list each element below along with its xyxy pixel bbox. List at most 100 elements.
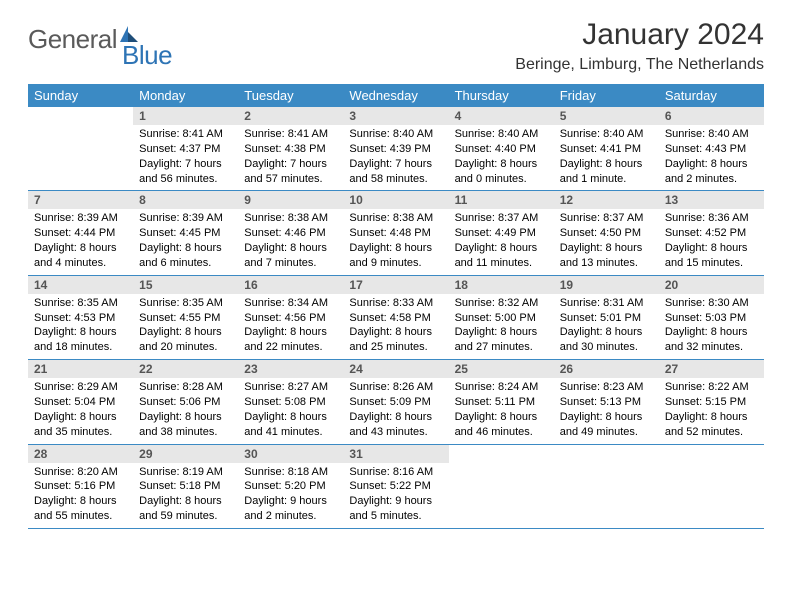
day-cell: 5Sunrise: 8:40 AMSunset: 4:41 PMDaylight… xyxy=(554,107,659,190)
sunset-text: Sunset: 5:20 PM xyxy=(244,479,337,494)
week-row: .1Sunrise: 8:41 AMSunset: 4:37 PMDayligh… xyxy=(28,107,764,191)
daylight-text: Daylight: 8 hours and 46 minutes. xyxy=(455,410,548,440)
day-number-strip: 19 xyxy=(554,276,659,294)
dow-cell: Friday xyxy=(554,84,659,107)
day-number-strip: 8 xyxy=(133,191,238,209)
day-body: Sunrise: 8:18 AMSunset: 5:20 PMDaylight:… xyxy=(238,463,343,528)
sunrise-text: Sunrise: 8:30 AM xyxy=(665,296,758,311)
day-cell: 21Sunrise: 8:29 AMSunset: 5:04 PMDayligh… xyxy=(28,360,133,443)
day-number-strip: 7 xyxy=(28,191,133,209)
day-number: 11 xyxy=(455,193,468,207)
sunset-text: Sunset: 5:18 PM xyxy=(139,479,232,494)
day-number-strip: 14 xyxy=(28,276,133,294)
sunrise-text: Sunrise: 8:31 AM xyxy=(560,296,653,311)
daylight-text: Daylight: 9 hours and 5 minutes. xyxy=(349,494,442,524)
day-cell: 11 Sunrise: 8:37 AMSunset: 4:49 PMDayligh… xyxy=(449,191,554,274)
sunrise-text: Sunrise: 8:41 AM xyxy=(139,127,232,142)
calendar-grid: SundayMondayTuesdayWednesdayThursdayFrid… xyxy=(28,84,764,529)
daylight-text: Daylight: 8 hours and 55 minutes. xyxy=(34,494,127,524)
day-number-strip: 27 xyxy=(659,360,764,378)
day-cell: 16Sunrise: 8:34 AMSunset: 4:56 PMDayligh… xyxy=(238,276,343,359)
day-number-strip: 5 xyxy=(554,107,659,125)
day-cell: . xyxy=(659,445,764,528)
day-number: 13 xyxy=(665,193,678,207)
sunrise-text: Sunrise: 8:26 AM xyxy=(349,380,442,395)
daylight-text: Daylight: 8 hours and 6 minutes. xyxy=(139,241,232,271)
day-number-strip: 28 xyxy=(28,445,133,463)
day-body: Sunrise: 8:38 AMSunset: 4:48 PMDaylight:… xyxy=(343,209,448,274)
day-number-strip: 13 xyxy=(659,191,764,209)
dow-cell: Thursday xyxy=(449,84,554,107)
weeks-container: .1Sunrise: 8:41 AMSunset: 4:37 PMDayligh… xyxy=(28,107,764,529)
day-cell: 29Sunrise: 8:19 AMSunset: 5:18 PMDayligh… xyxy=(133,445,238,528)
day-body: Sunrise: 8:16 AMSunset: 5:22 PMDaylight:… xyxy=(343,463,448,528)
sunrise-text: Sunrise: 8:37 AM xyxy=(560,211,653,226)
day-number-strip: 29 xyxy=(133,445,238,463)
day-cell: 31 Sunrise: 8:16 AMSunset: 5:22 PMDayligh… xyxy=(343,445,448,528)
dow-cell: Wednesday xyxy=(343,84,448,107)
day-number-strip: 16 xyxy=(238,276,343,294)
day-number-strip: 1 xyxy=(133,107,238,125)
sunrise-text: Sunrise: 8:33 AM xyxy=(349,296,442,311)
day-cell: 22Sunrise: 8:28 AMSunset: 5:06 PMDayligh… xyxy=(133,360,238,443)
day-number: 15 xyxy=(139,278,152,292)
daylight-text: Daylight: 7 hours and 58 minutes. xyxy=(349,157,442,187)
sunset-text: Sunset: 4:45 PM xyxy=(139,226,232,241)
day-number: 4 xyxy=(455,109,462,123)
daylight-text: Daylight: 8 hours and 43 minutes. xyxy=(349,410,442,440)
sunset-text: Sunset: 4:46 PM xyxy=(244,226,337,241)
day-body: Sunrise: 8:37 AMSunset: 4:49 PMDaylight:… xyxy=(449,209,554,274)
day-body: Sunrise: 8:19 AMSunset: 5:18 PMDaylight:… xyxy=(133,463,238,528)
daylight-text: Daylight: 8 hours and 11 minutes. xyxy=(455,241,548,271)
daylight-text: Daylight: 8 hours and 38 minutes. xyxy=(139,410,232,440)
day-number: 2 xyxy=(244,109,251,123)
day-number: 31 xyxy=(349,447,362,461)
day-number-strip: 30 xyxy=(238,445,343,463)
day-cell: 15 Sunrise: 8:35 AMSunset: 4:55 PMDayligh… xyxy=(133,276,238,359)
daylight-text: Daylight: 8 hours and 27 minutes. xyxy=(455,325,548,355)
dow-cell: Saturday xyxy=(659,84,764,107)
sunrise-text: Sunrise: 8:28 AM xyxy=(139,380,232,395)
sunrise-text: Sunrise: 8:20 AM xyxy=(34,465,127,480)
day-cell: 3Sunrise: 8:40 AMSunset: 4:39 PMDaylight… xyxy=(343,107,448,190)
sunset-text: Sunset: 4:43 PM xyxy=(665,142,758,157)
daylight-text: Daylight: 8 hours and 20 minutes. xyxy=(139,325,232,355)
daylight-text: Daylight: 8 hours and 18 minutes. xyxy=(34,325,127,355)
day-number-strip: 20 xyxy=(659,276,764,294)
sunrise-text: Sunrise: 8:40 AM xyxy=(455,127,548,142)
logo-text-general: General xyxy=(28,24,117,55)
day-number: 8 xyxy=(139,193,146,207)
sunset-text: Sunset: 4:52 PM xyxy=(665,226,758,241)
sunset-text: Sunset: 4:39 PM xyxy=(349,142,442,157)
sunrise-text: Sunrise: 8:40 AM xyxy=(349,127,442,142)
sunset-text: Sunset: 5:03 PM xyxy=(665,311,758,326)
daylight-text: Daylight: 7 hours and 57 minutes. xyxy=(244,157,337,187)
day-number: 21 xyxy=(34,362,47,376)
day-body: Sunrise: 8:38 AMSunset: 4:46 PMDaylight:… xyxy=(238,209,343,274)
day-of-week-header: SundayMondayTuesdayWednesdayThursdayFrid… xyxy=(28,84,764,107)
day-number: 10 xyxy=(349,193,362,207)
week-row: 7Sunrise: 8:39 AMSunset: 4:44 PMDaylight… xyxy=(28,191,764,275)
day-cell: 10 Sunrise: 8:38 AMSunset: 4:48 PMDayligh… xyxy=(343,191,448,274)
day-body: Sunrise: 8:35 AMSunset: 4:55 PMDaylight:… xyxy=(133,294,238,359)
day-body: Sunrise: 8:23 AMSunset: 5:13 PMDaylight:… xyxy=(554,378,659,443)
calendar-page: General Blue January 2024 Beringe, Limbu… xyxy=(0,0,792,547)
day-body: Sunrise: 8:40 AMSunset: 4:43 PMDaylight:… xyxy=(659,125,764,190)
daylight-text: Daylight: 8 hours and 59 minutes. xyxy=(139,494,232,524)
sunrise-text: Sunrise: 8:39 AM xyxy=(34,211,127,226)
day-number: 18 xyxy=(455,278,468,292)
day-number-strip: 2 xyxy=(238,107,343,125)
sunrise-text: Sunrise: 8:38 AM xyxy=(349,211,442,226)
daylight-text: Daylight: 8 hours and 32 minutes. xyxy=(665,325,758,355)
day-number-strip: 6 xyxy=(659,107,764,125)
sunset-text: Sunset: 4:50 PM xyxy=(560,226,653,241)
sunset-text: Sunset: 5:13 PM xyxy=(560,395,653,410)
dow-cell: Monday xyxy=(133,84,238,107)
day-cell: 14Sunrise: 8:35 AMSunset: 4:53 PMDayligh… xyxy=(28,276,133,359)
day-number-strip: 24 xyxy=(343,360,448,378)
day-cell: 30Sunrise: 8:18 AMSunset: 5:20 PMDayligh… xyxy=(238,445,343,528)
day-number-strip: 31 xyxy=(343,445,448,463)
day-cell: 28Sunrise: 8:20 AMSunset: 5:16 PMDayligh… xyxy=(28,445,133,528)
day-number: 7 xyxy=(34,193,41,207)
sunset-text: Sunset: 4:48 PM xyxy=(349,226,442,241)
